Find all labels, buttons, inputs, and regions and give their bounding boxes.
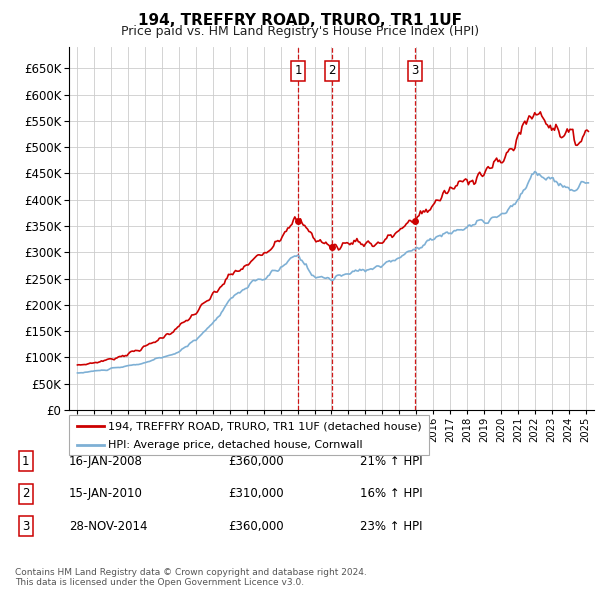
Text: 2: 2: [22, 487, 29, 500]
Text: £360,000: £360,000: [228, 520, 284, 533]
Text: HPI: Average price, detached house, Cornwall: HPI: Average price, detached house, Corn…: [108, 440, 362, 450]
Text: 194, TREFFRY ROAD, TRURO, TR1 1UF: 194, TREFFRY ROAD, TRURO, TR1 1UF: [138, 13, 462, 28]
Text: Contains HM Land Registry data © Crown copyright and database right 2024.
This d: Contains HM Land Registry data © Crown c…: [15, 568, 367, 587]
Text: Price paid vs. HM Land Registry's House Price Index (HPI): Price paid vs. HM Land Registry's House …: [121, 25, 479, 38]
Text: 1: 1: [295, 64, 302, 77]
Text: 16% ↑ HPI: 16% ↑ HPI: [360, 487, 422, 500]
Text: £360,000: £360,000: [228, 455, 284, 468]
Text: £310,000: £310,000: [228, 487, 284, 500]
Text: 28-NOV-2014: 28-NOV-2014: [69, 520, 148, 533]
Text: 15-JAN-2010: 15-JAN-2010: [69, 487, 143, 500]
Text: 23% ↑ HPI: 23% ↑ HPI: [360, 520, 422, 533]
Text: 16-JAN-2008: 16-JAN-2008: [69, 455, 143, 468]
Text: 3: 3: [411, 64, 418, 77]
Text: 2: 2: [328, 64, 336, 77]
Text: 1: 1: [22, 455, 29, 468]
Text: 21% ↑ HPI: 21% ↑ HPI: [360, 455, 422, 468]
Text: 3: 3: [22, 520, 29, 533]
Text: 194, TREFFRY ROAD, TRURO, TR1 1UF (detached house): 194, TREFFRY ROAD, TRURO, TR1 1UF (detac…: [108, 421, 422, 431]
